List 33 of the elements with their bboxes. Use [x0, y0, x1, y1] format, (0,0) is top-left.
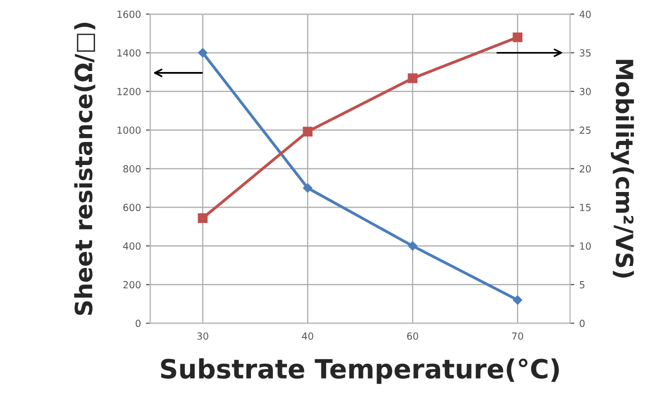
- y2-tick-label: 20: [580, 165, 591, 172]
- y2-tick-label: 15: [580, 204, 591, 212]
- y-tick-label: 1000: [118, 126, 141, 134]
- point: [302, 126, 313, 136]
- y-tick-label: 800: [123, 165, 141, 172]
- x-tick-label: 70: [512, 332, 524, 340]
- y2-tick-label: 35: [580, 49, 591, 57]
- x-tick-label: 60: [407, 332, 418, 340]
- y2-tick-label: 10: [580, 242, 591, 250]
- x-tick-label: 40: [302, 332, 314, 340]
- y2-tick-label: 0: [580, 320, 585, 328]
- y2-tick-label: 30: [580, 88, 591, 96]
- point: [303, 183, 312, 193]
- y-axis-title: Sheet resistance(Ω/□): [74, 22, 96, 315]
- y-tick-label: 1400: [118, 49, 141, 57]
- point: [198, 213, 208, 223]
- y-tick-label: 1200: [118, 88, 141, 96]
- y-tick-label: 400: [123, 242, 141, 250]
- point: [512, 32, 522, 42]
- x-axis-title: Substrate Temperature(°C): [161, 358, 559, 384]
- y-tick-label: 1600: [118, 10, 141, 18]
- point: [408, 73, 418, 84]
- y2-tick-label: 40: [580, 10, 591, 18]
- y-tick-label: 200: [123, 281, 141, 288]
- y-tick-label: 0: [136, 320, 141, 328]
- y2-axis-title: Mobility(cm²/VS): [610, 60, 634, 278]
- x-tick-label: 30: [197, 332, 208, 340]
- y2-tick-label: 5: [580, 281, 584, 288]
- point: [408, 241, 418, 251]
- point: [512, 295, 522, 305]
- y-tick-label: 600: [123, 204, 141, 212]
- y2-tick-label: 25: [580, 126, 591, 134]
- point: [198, 48, 208, 58]
